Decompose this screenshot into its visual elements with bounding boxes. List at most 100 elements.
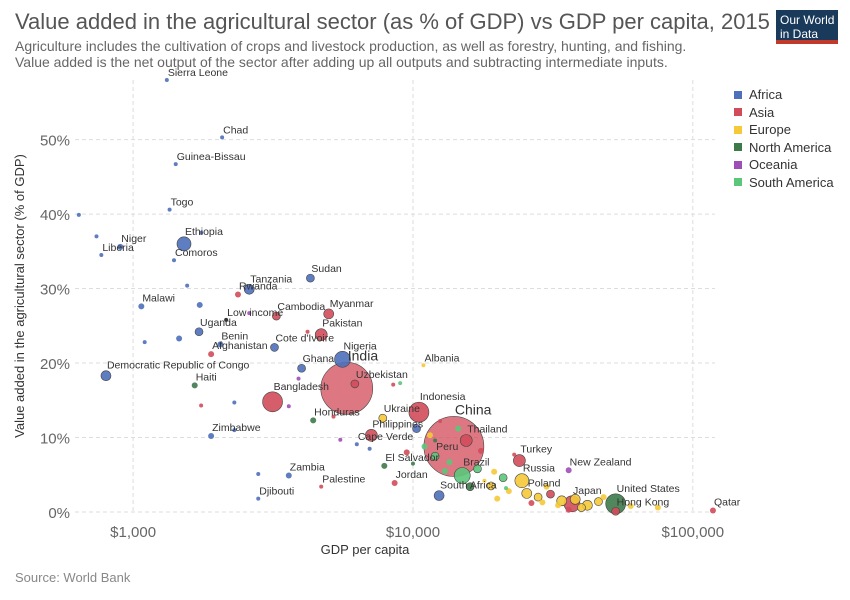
data-point[interactable] [270, 343, 279, 352]
data-point[interactable] [367, 446, 372, 451]
legend-item[interactable]: South America [734, 174, 834, 192]
data-point[interactable] [310, 417, 317, 424]
data-point[interactable] [185, 283, 190, 288]
data-point[interactable] [391, 382, 396, 387]
data-point[interactable] [627, 503, 634, 510]
data-point[interactable] [171, 258, 176, 263]
data-point[interactable] [533, 492, 543, 502]
data-point[interactable] [306, 273, 315, 283]
data-point[interactable] [167, 207, 172, 212]
data-point[interactable] [285, 472, 292, 479]
legend-item[interactable]: Oceania [734, 156, 834, 174]
data-point[interactable] [555, 502, 562, 509]
data-point[interactable] [208, 351, 215, 358]
data-point[interactable] [577, 503, 586, 512]
data-point[interactable] [565, 467, 572, 474]
data-point[interactable] [600, 494, 607, 501]
data-point[interactable] [234, 291, 241, 298]
data-point[interactable] [459, 434, 473, 447]
data-point[interactable] [504, 486, 509, 491]
data-point[interactable] [173, 162, 178, 167]
data-point[interactable] [433, 490, 445, 501]
data-point[interactable] [539, 499, 546, 506]
data-point[interactable] [256, 496, 261, 501]
data-point[interactable] [338, 437, 343, 442]
data-point[interactable] [433, 438, 438, 443]
data-point[interactable] [654, 504, 661, 511]
data-point[interactable] [408, 401, 430, 423]
data-point[interactable] [199, 403, 204, 408]
data-point[interactable] [305, 329, 310, 334]
data-point[interactable] [199, 230, 204, 235]
data-point[interactable] [412, 424, 421, 433]
data-point[interactable] [100, 370, 112, 381]
data-point[interactable] [381, 462, 388, 469]
data-point[interactable] [438, 419, 443, 424]
data-point[interactable] [176, 236, 192, 252]
data-point[interactable] [350, 379, 360, 389]
data-point[interactable] [565, 506, 572, 513]
data-point[interactable] [543, 483, 550, 490]
data-point[interactable] [512, 452, 517, 457]
data-point[interactable] [232, 400, 237, 405]
data-point[interactable] [455, 425, 462, 432]
data-point[interactable] [709, 507, 716, 514]
data-point[interactable] [76, 212, 81, 217]
data-point[interactable] [441, 468, 448, 475]
data-point[interactable] [514, 473, 530, 489]
data-point[interactable] [513, 454, 526, 467]
data-point[interactable] [196, 301, 203, 308]
data-point[interactable] [256, 472, 261, 477]
data-point[interactable] [410, 461, 415, 466]
data-point[interactable] [403, 449, 410, 456]
data-point[interactable] [521, 488, 533, 499]
legend-item[interactable]: Asia [734, 104, 834, 122]
data-point[interactable] [323, 308, 335, 320]
data-point[interactable] [331, 414, 336, 419]
data-point[interactable] [611, 506, 620, 516]
data-point[interactable] [546, 489, 555, 499]
data-point[interactable] [262, 391, 283, 413]
data-point[interactable] [296, 376, 301, 381]
data-point[interactable] [224, 317, 229, 322]
data-point[interactable] [491, 468, 498, 475]
data-point[interactable] [421, 443, 428, 450]
data-point[interactable] [498, 473, 508, 483]
data-point[interactable] [142, 340, 147, 345]
data-point[interactable] [94, 234, 99, 239]
data-point[interactable] [430, 451, 440, 461]
owid-logo[interactable]: Our World in Data [776, 10, 838, 44]
data-point[interactable] [319, 484, 324, 489]
data-point[interactable] [486, 481, 496, 491]
data-point[interactable] [528, 500, 535, 507]
data-point[interactable] [164, 78, 169, 82]
data-point[interactable] [354, 442, 359, 447]
data-point[interactable] [314, 328, 328, 342]
data-point[interactable] [286, 404, 291, 409]
data-point[interactable] [217, 341, 224, 348]
data-point[interactable] [453, 467, 471, 484]
data-point[interactable] [138, 303, 145, 310]
data-point[interactable] [272, 311, 281, 321]
data-point[interactable] [465, 482, 475, 491]
data-point[interactable] [99, 253, 104, 258]
data-point[interactable] [482, 478, 487, 483]
data-point[interactable] [494, 495, 501, 502]
data-point[interactable] [477, 447, 484, 454]
data-point[interactable] [421, 363, 426, 368]
data-point[interactable] [232, 428, 237, 433]
data-point[interactable] [378, 413, 388, 423]
legend-item[interactable]: Africa [734, 86, 834, 104]
data-point[interactable] [334, 351, 351, 368]
data-point[interactable] [391, 479, 398, 486]
data-point[interactable] [365, 428, 378, 442]
data-point[interactable] [446, 459, 453, 466]
data-point[interactable] [569, 494, 581, 505]
legend-item[interactable]: North America [734, 139, 834, 157]
data-point[interactable] [473, 464, 482, 474]
legend-item[interactable]: Europe [734, 121, 834, 139]
data-point[interactable] [176, 335, 183, 342]
data-point[interactable] [398, 381, 403, 386]
data-point[interactable] [426, 432, 433, 439]
data-point[interactable] [194, 327, 204, 337]
